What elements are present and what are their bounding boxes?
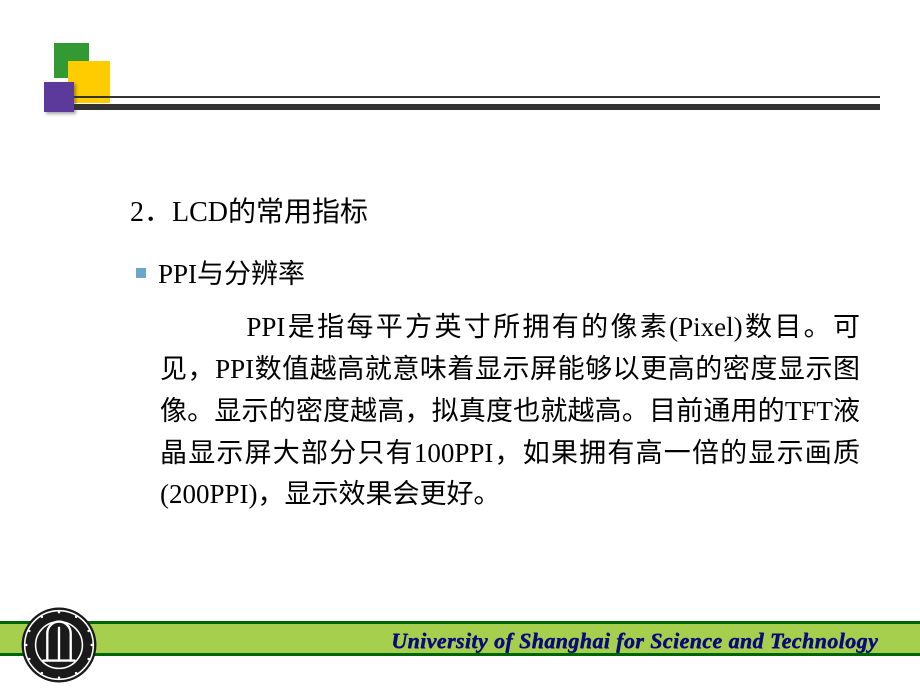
header-rule-thin	[74, 96, 880, 98]
bullet-line: PPI与分辨率	[136, 252, 860, 291]
deco-square-purple	[44, 82, 74, 112]
content-area: 2．LCD的常用指标 PPI与分辨率 PPI是指每平方英寸所拥有的像素(Pixe…	[130, 190, 860, 516]
header-rule-thick	[74, 104, 880, 110]
bullet-label: PPI与分辨率	[158, 252, 305, 291]
body-paragraph: PPI是指每平方英寸所拥有的像素(Pixel)数目。可见，PPI数值越高就意味着…	[160, 307, 860, 516]
body-text: PPI是指每平方英寸所拥有的像素(Pixel)数目。可见，PPI数值越高就意味着…	[160, 312, 860, 509]
university-seal-icon	[20, 606, 98, 684]
slide: 2．LCD的常用指标 PPI与分辨率 PPI是指每平方英寸所拥有的像素(Pixe…	[0, 0, 920, 690]
section-heading: 2．LCD的常用指标	[130, 190, 860, 230]
footer-text: University of Shanghai for Science and T…	[391, 628, 878, 654]
bullet-square-icon	[136, 268, 146, 278]
